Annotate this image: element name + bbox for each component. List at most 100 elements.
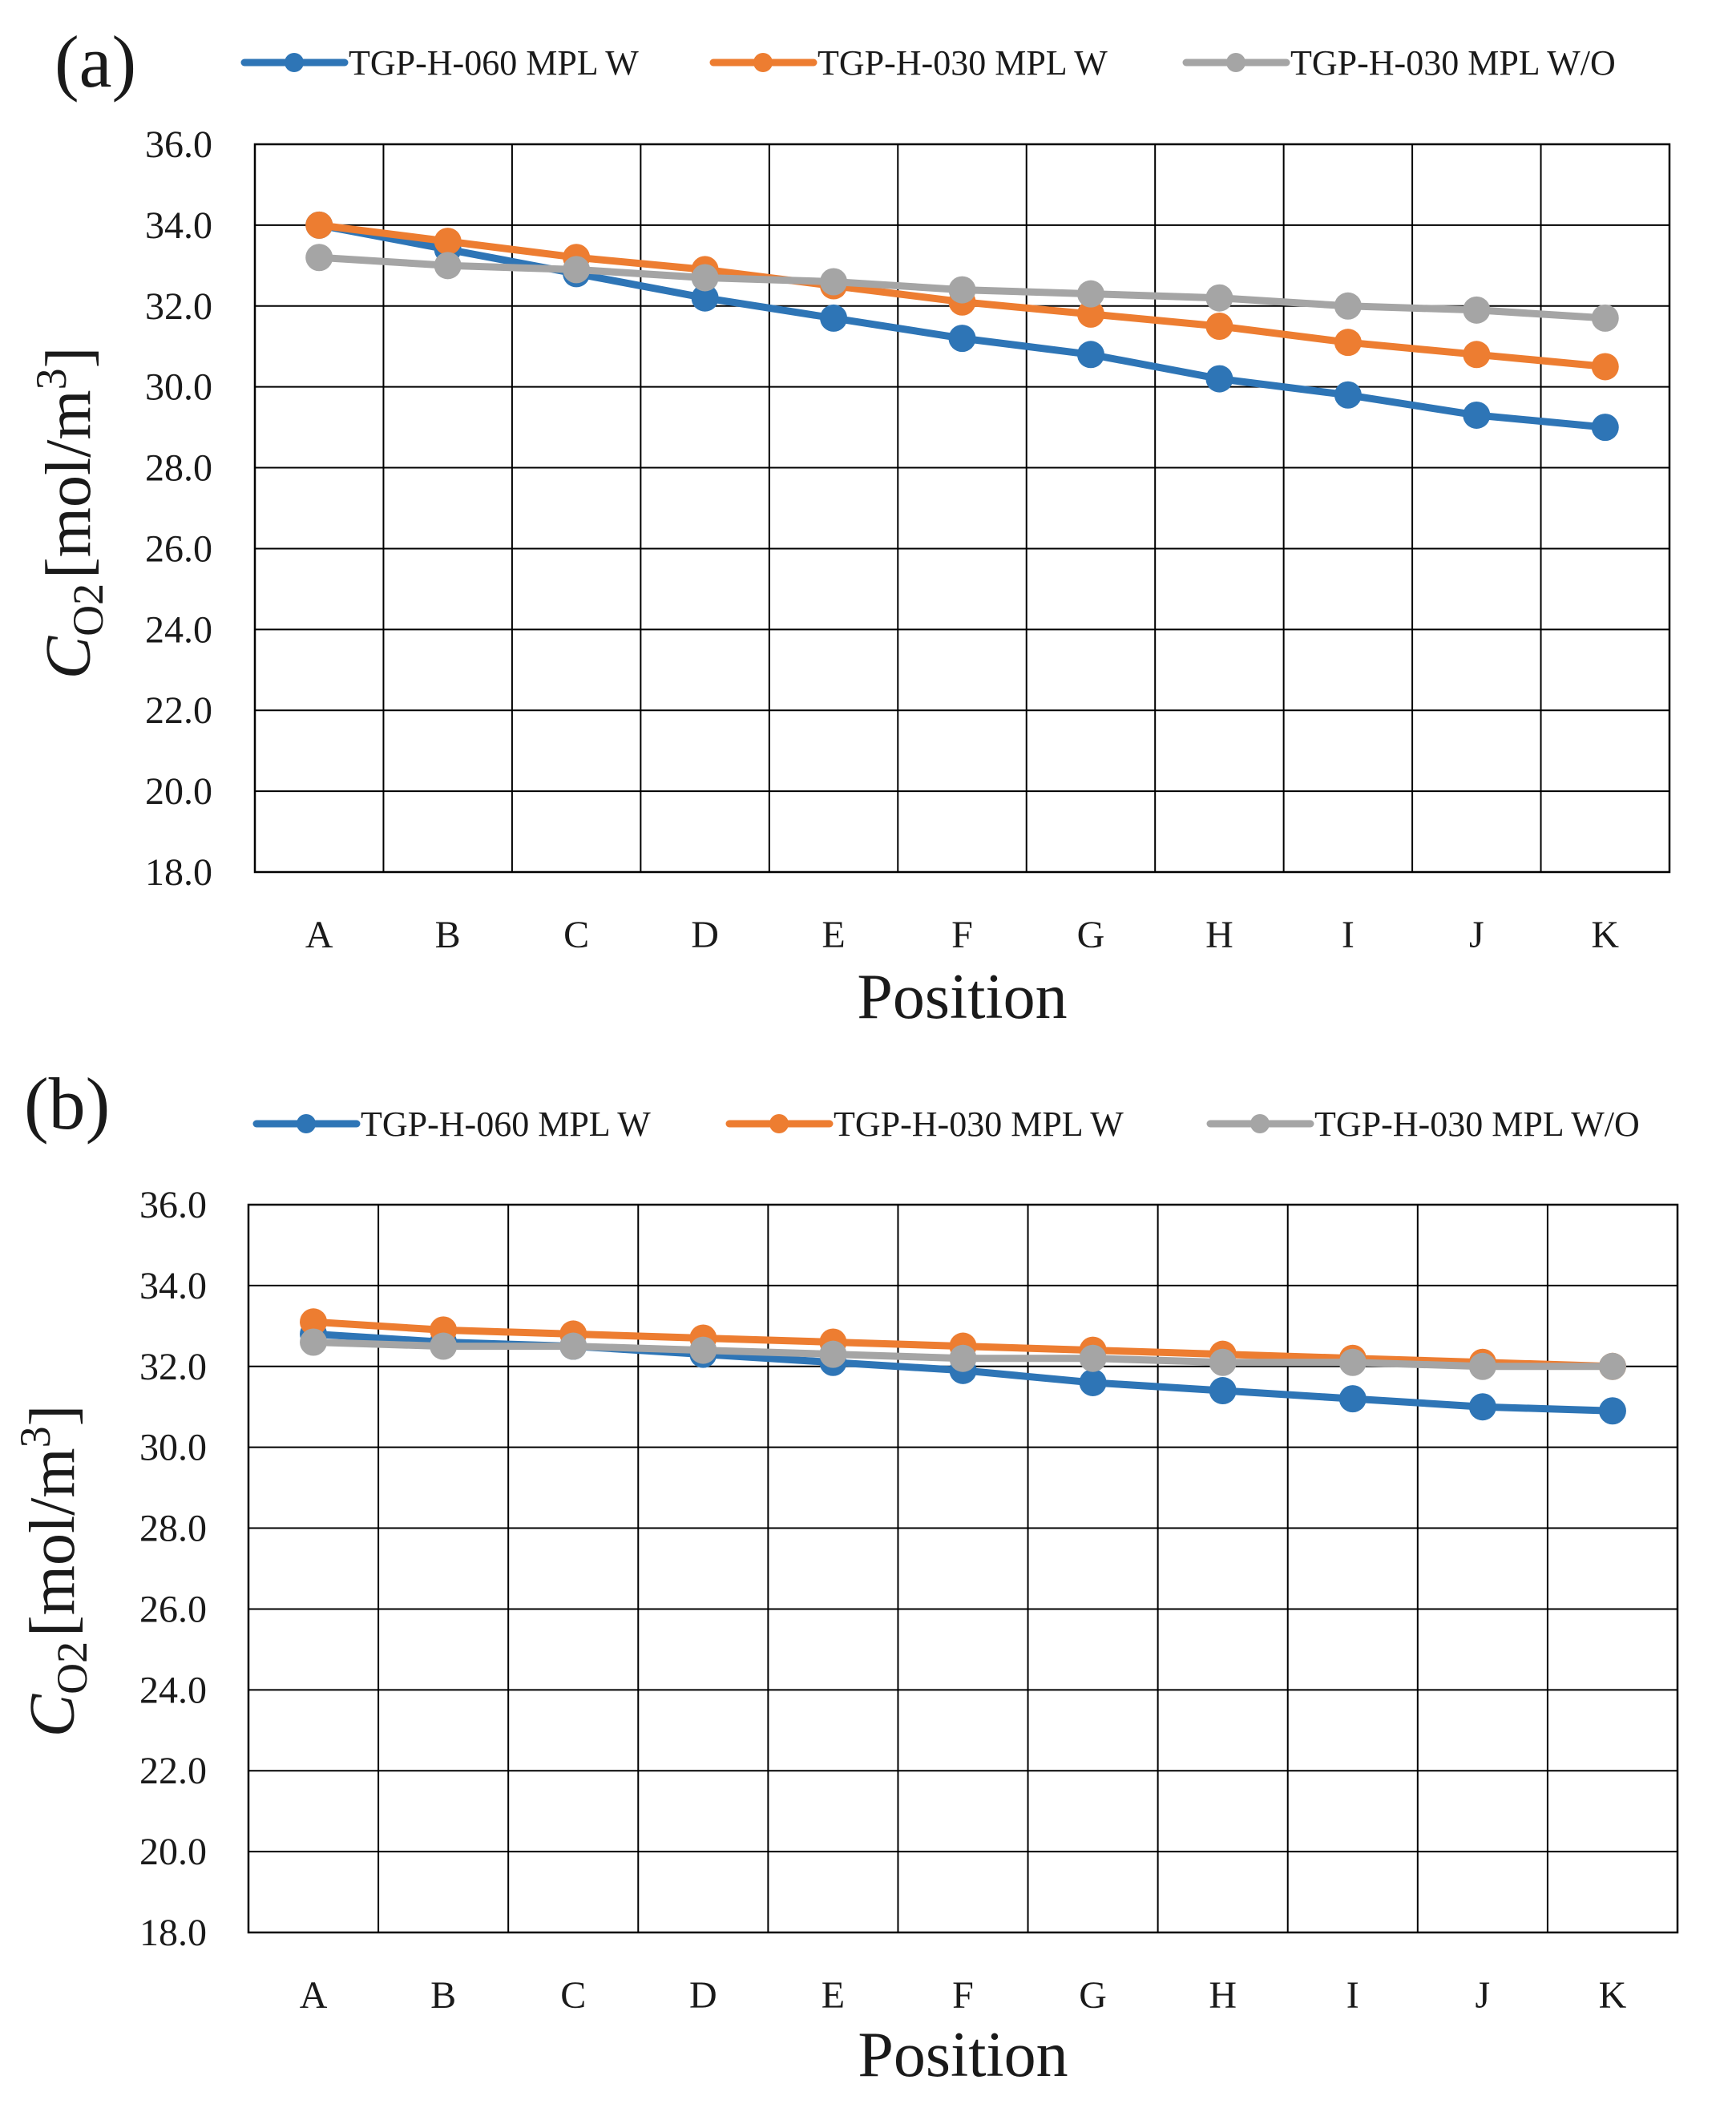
x-tick-label: B [435,914,461,956]
data-point [1463,296,1491,324]
data-point [948,276,976,304]
data-point [691,284,719,312]
panel-label: (b) [24,1063,110,1145]
y-title-close-bracket: ] [18,1405,88,1427]
x-tick-label: H [1205,914,1233,956]
legend-marker [297,1114,316,1133]
data-point [1205,365,1233,393]
y-tick-label: 30.0 [145,366,212,409]
x-axis-ticks: A B C D E F G H I J K [300,1974,1627,2017]
y-title-subscript: O2 [64,584,112,636]
legend-marker [753,53,773,72]
data-point [1076,280,1104,308]
y-tick-label: 22.0 [145,689,212,732]
legend: TGP-H-060 MPL W TGP-H-030 MPL W TGP-H-030 … [252,1104,1640,1144]
x-tick-label: B [430,1974,456,2017]
y-axis-title: CO2[mol/m3] [27,347,112,680]
data-point [1598,1352,1626,1380]
data-point [1591,304,1619,332]
legend-item: TGP-H-030 MPL W [725,1104,1124,1144]
y-title-unit: [mol/m [18,1448,88,1637]
data-point [1334,292,1362,320]
data-point [691,264,719,292]
y-tick-label: 34.0 [139,1265,207,1307]
data-point [1076,300,1104,328]
x-axis-ticks: A B C D E F G H I J K [305,914,1620,956]
y-tick-label: 32.0 [145,285,212,328]
legend-label: TGP-H-030 MPL W/O [1314,1104,1640,1144]
data-point [1079,1368,1107,1396]
x-tick-label: D [689,1974,717,2017]
y-title-superscript: 3 [11,1426,59,1448]
data-point [1209,1348,1237,1376]
x-tick-label: K [1591,914,1619,956]
legend-marker [1250,1114,1270,1133]
y-tick-label: 20.0 [139,1831,207,1873]
legend-item: TGP-H-060 MPL W [252,1104,651,1144]
y-title-symbol: C [18,1693,88,1737]
data-point [1079,1344,1107,1372]
x-tick-label: I [1342,914,1354,956]
x-tick-label: C [560,1974,586,2017]
x-tick-label: F [952,1974,974,2017]
data-point [559,1332,587,1360]
y-tick-label: 24.0 [145,608,212,651]
y-tick-label: 18.0 [139,1912,207,1954]
data-point [434,252,462,280]
y-tick-label: 32.0 [139,1346,207,1388]
y-tick-label: 28.0 [139,1508,207,1550]
data-point [1463,341,1491,369]
data-point [430,1332,458,1360]
y-tick-label: 26.0 [139,1588,207,1630]
x-tick-label: K [1599,1974,1627,2017]
data-point [1468,1352,1496,1380]
plot-area [247,1203,1679,1934]
data-point [300,1328,328,1356]
y-tick-label: 20.0 [145,770,212,813]
y-axis-title: CO2[mol/m3] [11,1405,96,1738]
panel-label: (a) [55,21,136,103]
data-point [1334,329,1362,357]
x-axis-title: Position [857,962,1067,1032]
legend-marker [285,53,304,72]
data-point [948,325,976,353]
y-tick-label: 34.0 [145,204,212,247]
legend-item: TGP-H-030 MPL W [709,43,1108,83]
data-point [1334,381,1362,409]
x-tick-label: F [951,914,973,956]
series-3 [300,1328,1626,1380]
data-point [1209,1377,1237,1405]
y-tick-label: 36.0 [139,1184,207,1226]
x-tick-label: A [305,914,333,956]
data-point [820,304,848,332]
data-point [1205,284,1233,312]
x-tick-label: G [1079,1974,1107,2017]
data-point [820,268,848,296]
data-point [1076,341,1104,369]
data-point [1338,1385,1367,1413]
chart-panel-b: (b) TGP-H-060 MPL W TGP-H-030 MPL W TGP-H-0… [11,1063,1679,2090]
gridlines [247,1203,1679,1934]
x-tick-label: J [1469,914,1484,956]
data-point [819,1340,847,1368]
y-title-close-bracket: ] [34,347,104,369]
legend-marker [1226,53,1245,72]
data-point [305,211,333,239]
y-title-superscript: 3 [27,368,75,390]
y-axis-ticks: 18.0 20.0 22.0 24.0 26.0 28.0 30.0 32.0 34.0 36.0 [139,1184,207,1954]
chart-panel-a: (a) TGP-H-060 MPL W TGP-H-030 MPL W TGP-H-0… [27,21,1671,1032]
x-tick-label: D [691,914,719,956]
legend-label: TGP-H-060 MPL W [361,1104,651,1144]
x-tick-label: A [300,1974,328,2017]
x-tick-label: I [1346,1974,1359,2017]
legend-item: TGP-H-030 MPL W/O [1206,1104,1640,1144]
legend-label: TGP-H-030 MPL W/O [1290,43,1616,83]
y-tick-label: 24.0 [139,1669,207,1711]
x-tick-label: C [563,914,589,956]
legend-label: TGP-H-060 MPL W [349,43,639,83]
y-title-subscript: O2 [48,1642,96,1694]
y-tick-label: 22.0 [139,1750,207,1792]
data-point [1468,1393,1496,1421]
x-tick-label: E [822,914,845,956]
